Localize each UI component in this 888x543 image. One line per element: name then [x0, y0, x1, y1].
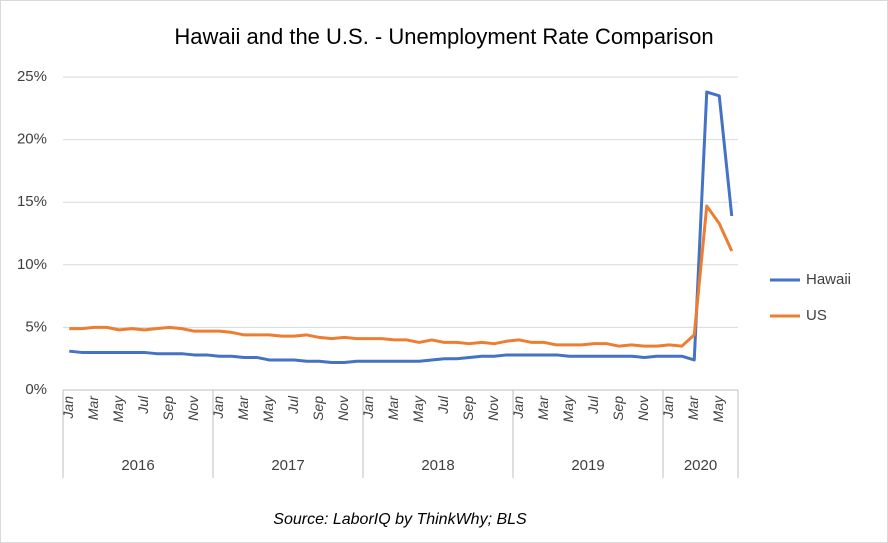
- y-tick-label: 5%: [25, 318, 47, 335]
- x-tick-label: Jan: [210, 396, 226, 420]
- x-tick-label: May: [560, 395, 576, 422]
- chart-title: Hawaii and the U.S. - Unemployment Rate …: [174, 24, 713, 49]
- x-group-label: 2018: [421, 457, 454, 474]
- x-group-label: 2016: [121, 457, 154, 474]
- y-tick-label: 0%: [25, 381, 47, 398]
- series-line: [69, 204, 734, 348]
- x-tick-label: Sep: [460, 396, 476, 421]
- x-tick-label: Mar: [85, 395, 101, 420]
- x-tick-label: Nov: [635, 395, 651, 421]
- x-tick-label: Jan: [60, 396, 76, 420]
- x-tick-label: Mar: [535, 395, 551, 420]
- x-tick-label: Jul: [435, 395, 451, 415]
- series-line: [69, 90, 734, 364]
- x-group-label: 2020: [684, 457, 717, 474]
- x-tick-label: Jan: [510, 396, 526, 420]
- x-tick-label: Mar: [385, 395, 401, 420]
- y-tick-label: 15%: [17, 193, 47, 210]
- x-group-label: 2019: [571, 457, 604, 474]
- x-tick-label: Sep: [310, 396, 326, 421]
- x-tick-label: Sep: [610, 396, 626, 421]
- x-tick-label: Jan: [360, 396, 376, 420]
- legend-label: Hawaii: [806, 271, 851, 288]
- x-tick-label: Sep: [160, 396, 176, 421]
- x-tick-label: Jul: [285, 395, 301, 415]
- x-tick-label: Nov: [335, 395, 351, 421]
- x-tick-label: Nov: [185, 395, 201, 421]
- source-note: Source: LaborIQ by ThinkWhy; BLS: [273, 511, 527, 528]
- x-tick-label: May: [710, 395, 726, 422]
- x-tick-label: Nov: [485, 395, 501, 421]
- y-tick-label: 20%: [17, 131, 47, 148]
- x-tick-label: May: [410, 395, 426, 422]
- y-tick-label: 25%: [17, 68, 47, 85]
- x-tick-label: Jul: [135, 395, 151, 415]
- x-tick-label: Mar: [685, 395, 701, 420]
- x-tick-label: May: [110, 395, 126, 422]
- legend-label: US: [806, 307, 827, 324]
- x-group-label: 2017: [271, 457, 304, 474]
- x-tick-label: Jul: [585, 395, 601, 415]
- y-tick-label: 10%: [17, 256, 47, 273]
- x-tick-label: May: [260, 395, 276, 422]
- x-tick-label: Jan: [660, 396, 676, 420]
- x-tick-label: Mar: [235, 395, 251, 420]
